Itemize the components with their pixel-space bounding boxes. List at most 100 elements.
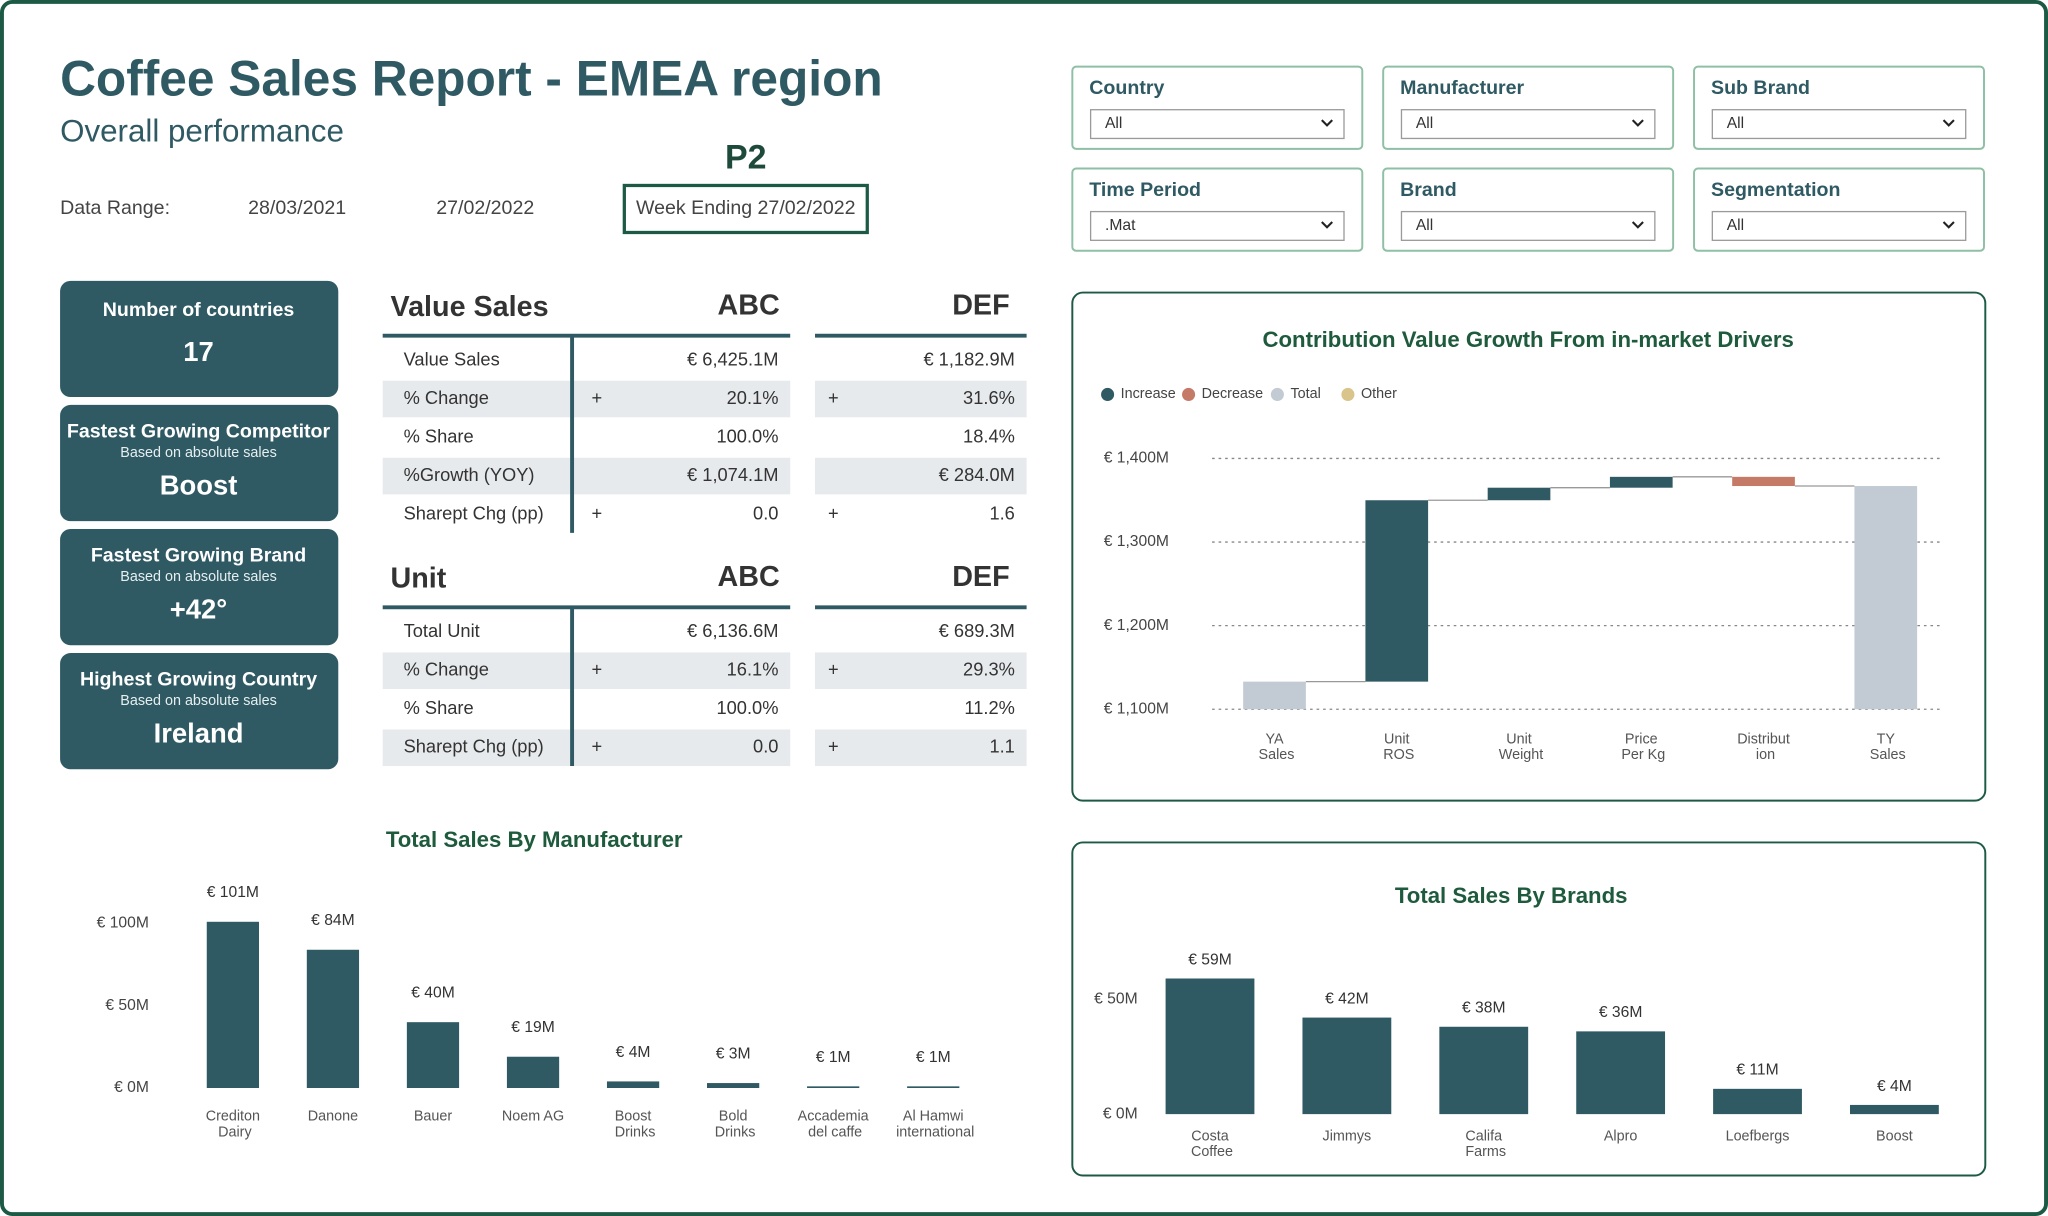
value-label: € 36M — [1599, 1004, 1643, 1021]
filter-dropdown[interactable] — [1400, 210, 1656, 241]
value-label: € 38M — [1462, 1000, 1506, 1017]
bar — [907, 1086, 960, 1088]
value-label: € 3M — [716, 1045, 751, 1062]
bar — [206, 921, 260, 1088]
filter-dropdown[interactable] — [1089, 109, 1345, 140]
value-label: € 1M — [916, 1049, 951, 1066]
x-tick-label: Loefbergs — [1726, 1128, 1790, 1144]
cell-value: € 284.0M — [939, 464, 1015, 485]
x-tick-label: Danone — [308, 1109, 358, 1125]
waterfall-bar — [1609, 476, 1673, 488]
x-tick-label: Boost Drinks — [611, 1109, 656, 1141]
bar — [1713, 1088, 1802, 1115]
filter-label: Segmentation — [1711, 179, 1840, 201]
row-label: %Growth (YOY) — [404, 464, 535, 485]
dropdown-chevron — [1631, 119, 1644, 127]
filter-dropdown[interactable] — [1400, 109, 1656, 140]
waterfall-bar — [1365, 500, 1429, 682]
cell-value: 31.6% — [963, 387, 1015, 408]
row-label: Sharept Chg (pp) — [404, 502, 544, 523]
x-tick-label: YA Sales — [1255, 731, 1295, 763]
row-shade — [382, 380, 791, 418]
bar — [1576, 1031, 1666, 1115]
legend-label: Other — [1361, 386, 1397, 402]
cell-sign: + — [592, 736, 603, 757]
filter-label: Sub Brand — [1711, 77, 1810, 99]
kpi-card — [60, 404, 339, 522]
waterfall-bar — [1854, 486, 1918, 710]
y-tick-label: € 1,300M — [1104, 533, 1169, 550]
cell-value: € 1,074.1M — [687, 464, 778, 485]
dropdown-chevron — [1942, 221, 1955, 229]
cell-value: 20.1% — [727, 387, 779, 408]
bar — [1439, 1026, 1529, 1115]
x-tick-label: TY Sales — [1866, 731, 1906, 763]
cell-value: € 689.3M — [939, 620, 1015, 641]
filter-label: Manufacturer — [1400, 77, 1524, 99]
filter-label: Time Period — [1089, 179, 1201, 201]
x-tick-label: Price Per Kg — [1617, 731, 1665, 763]
row-label: % Change — [404, 387, 489, 408]
x-tick-label: Jimmys — [1323, 1128, 1372, 1144]
row-shade — [382, 652, 791, 689]
y-tick-label: € 50M — [1094, 990, 1138, 1007]
filter-dropdown[interactable] — [1711, 109, 1967, 140]
dropdown-chevron — [1321, 119, 1333, 127]
dropdown-chevron — [1321, 221, 1333, 229]
dropdown-chevron — [1631, 221, 1644, 229]
value-label: € 1M — [816, 1049, 851, 1066]
kpi-card — [60, 653, 339, 770]
value-label: € 59M — [1188, 951, 1232, 968]
row-shade — [815, 457, 1027, 495]
row-label: Sharept Chg (pp) — [404, 736, 544, 757]
y-tick-label: € 0M — [1103, 1105, 1138, 1122]
row-shade — [382, 729, 791, 767]
filter-value: All — [1727, 115, 1744, 132]
bar — [1302, 1017, 1392, 1115]
x-tick-label: Crediton Dairy — [206, 1109, 260, 1141]
legend-label: Total — [1290, 386, 1320, 402]
table-title: Unit — [391, 563, 447, 595]
row-label: Total Unit — [404, 620, 480, 641]
y-tick-label: € 50M — [105, 997, 149, 1014]
x-tick-label: Accademia del caffe — [798, 1109, 869, 1141]
table-column: DEF — [952, 561, 1009, 593]
week-ending-box — [622, 183, 869, 235]
bar — [707, 1083, 760, 1088]
week-ending: Week Ending 27/02/2022 — [636, 197, 856, 219]
cell-value: 16.1% — [727, 659, 779, 680]
period: P2 — [725, 138, 767, 176]
filter-value: All — [1727, 217, 1744, 234]
cell-value: € 6,136.6M — [687, 620, 778, 641]
filter-value: All — [1416, 217, 1433, 234]
waterfall-panel — [1071, 291, 1987, 802]
cell-sign: + — [592, 502, 603, 523]
report-title: Coffee Sales Report - EMEA region — [60, 50, 883, 106]
bar — [807, 1086, 860, 1088]
kpi-title: Number of countries — [103, 299, 295, 321]
y-tick-label: € 1,200M — [1104, 617, 1169, 634]
row-shade — [815, 652, 1027, 689]
filter-dropdown[interactable] — [1089, 210, 1345, 241]
value-label: € 42M — [1325, 990, 1369, 1007]
filter-label: Country — [1089, 77, 1164, 99]
table-column: ABC — [718, 561, 780, 593]
legend-swatch — [1270, 387, 1284, 401]
legend-label: Decrease — [1202, 386, 1263, 402]
filter-value: All — [1105, 115, 1122, 132]
value-label: € 19M — [511, 1019, 555, 1036]
waterfall-bar — [1487, 487, 1551, 501]
filter-dropdown[interactable] — [1711, 210, 1967, 241]
kpi-note: Based on absolute sales — [120, 445, 276, 461]
kpi-value: Boost — [160, 469, 238, 500]
y-tick-label: € 1,400M — [1104, 450, 1169, 467]
x-tick-label: Costa Coffee — [1187, 1128, 1233, 1160]
x-tick-label: Al Hamwi international — [892, 1109, 974, 1141]
kpi-card — [60, 528, 339, 646]
cell-value: 29.3% — [963, 659, 1015, 680]
bar — [1165, 978, 1255, 1115]
cell-value: € 6,425.1M — [687, 348, 778, 369]
kpi-value: Ireland — [154, 718, 244, 749]
cell-sign: + — [828, 387, 839, 408]
